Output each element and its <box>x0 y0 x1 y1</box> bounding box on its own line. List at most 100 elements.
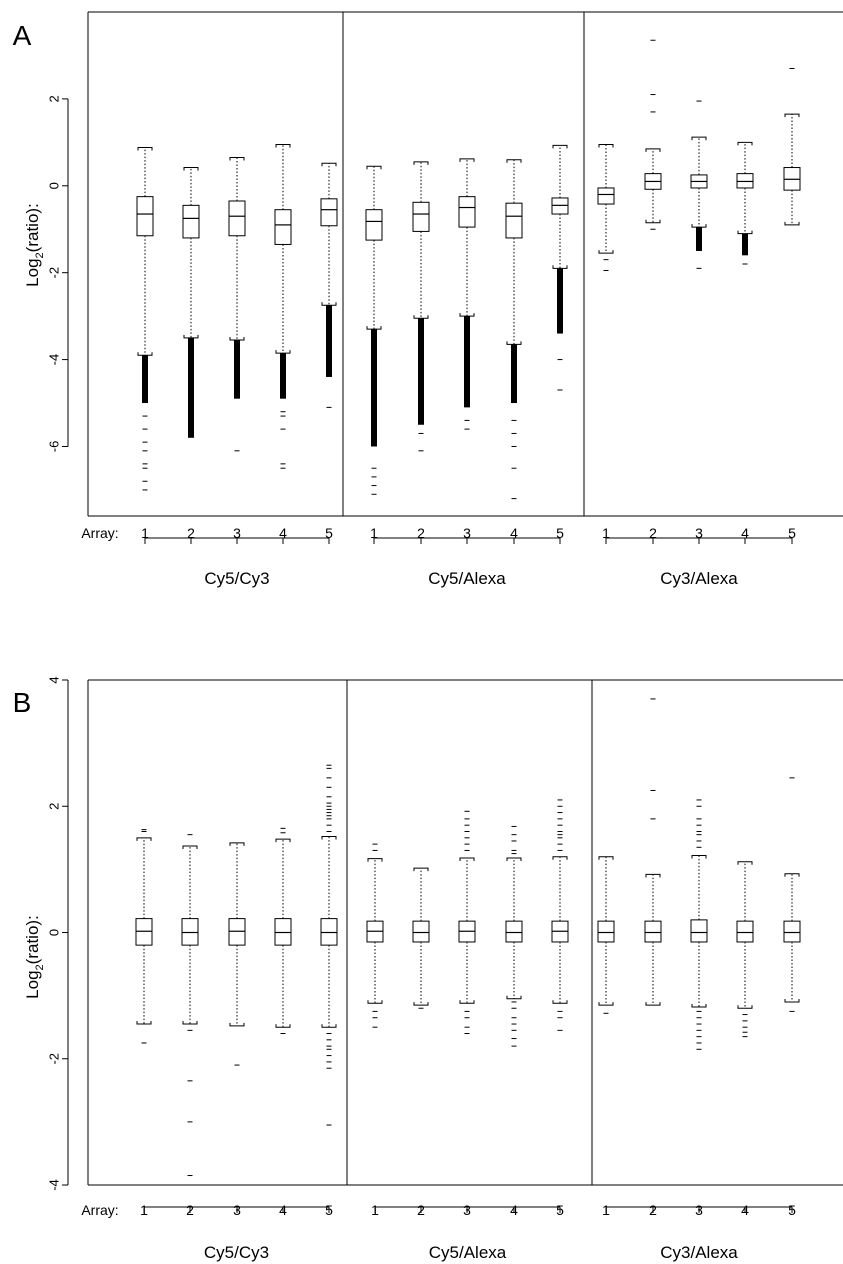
whisker-cap-upper <box>229 842 245 846</box>
whisker-cap-lower <box>598 250 614 254</box>
whisker-cap-lower <box>183 334 199 339</box>
whisker-cap-upper <box>366 165 382 170</box>
whisker-cap-lower <box>275 1024 291 1028</box>
whisker-cap-upper <box>275 838 291 843</box>
whisker-cap-lower <box>784 998 800 1003</box>
outlier-band <box>511 344 517 404</box>
box-array-4 <box>736 861 754 1038</box>
box-array-2 <box>412 161 430 452</box>
whisker-cap-lower <box>182 1021 198 1025</box>
box-iqr <box>783 920 801 943</box>
group-label: Cy5/Alexa <box>429 1243 507 1262</box>
x-tick-label: 4 <box>510 1202 518 1218</box>
box-array-4 <box>274 144 292 469</box>
group-cy3-alexa: 1 2 3 4 5 Cy3/Alexa <box>597 698 801 1262</box>
whisker-cap-lower <box>645 1002 661 1006</box>
x-tick-label: 1 <box>602 1202 610 1218</box>
whisker-cap-lower <box>321 1024 337 1028</box>
x-tick-label: 3 <box>233 525 241 541</box>
x-axis-prefix: Array: <box>81 1202 118 1218</box>
box-iqr <box>551 197 569 215</box>
box-array-4 <box>274 827 292 1034</box>
outlier-band <box>234 340 240 399</box>
group-cy5-cy3: 1 2 3 4 5 Cy5/Cy3 <box>135 764 338 1262</box>
box-iqr <box>320 198 338 227</box>
box-iqr <box>736 173 754 189</box>
whisker-cap-lower <box>598 1002 614 1006</box>
x-tick-label: 3 <box>233 1202 241 1218</box>
box-array-3 <box>458 810 476 1034</box>
whisker-cap-lower <box>737 1005 753 1009</box>
panel-letter: B <box>13 687 32 718</box>
box-iqr <box>135 918 153 946</box>
whisker-cap-upper <box>229 157 245 161</box>
outlier-band <box>371 329 377 447</box>
whisker-cap-upper <box>367 858 383 862</box>
y-tick-label: 0 <box>47 182 62 189</box>
whisker-cap-upper <box>321 836 337 840</box>
y-tick-label: -6 <box>47 441 62 453</box>
whisker-cap-upper <box>691 854 707 859</box>
x-tick-label: 3 <box>695 1202 703 1218</box>
box-iqr <box>365 209 383 241</box>
whisker-cap-lower <box>137 352 153 356</box>
box-array-1 <box>136 147 154 491</box>
x-axis-prefix: Array: <box>81 525 118 541</box>
whisker-cap-lower <box>645 219 661 224</box>
box-array-5 <box>783 777 801 1012</box>
group-cy5-alexa: 1 2 3 4 5 Cy5/Alexa <box>366 799 569 1262</box>
box-iqr <box>320 918 338 946</box>
x-tick-label: 1 <box>140 1202 148 1218</box>
whisker-cap-upper <box>737 141 753 146</box>
whisker-cap-upper <box>737 861 753 865</box>
whisker-cap-upper <box>137 147 153 151</box>
box-iqr <box>412 201 430 232</box>
panel-letter: A <box>13 20 32 51</box>
outlier-band <box>418 318 424 425</box>
whisker-cap-upper <box>506 857 522 862</box>
whisker-cap-upper <box>136 837 152 841</box>
box-iqr <box>597 187 615 205</box>
box-iqr <box>458 196 476 228</box>
box-array-3 <box>228 157 246 452</box>
box-array-1 <box>597 856 615 1014</box>
whisker-cap-lower <box>459 1000 475 1004</box>
x-tick-label: 4 <box>279 1202 287 1218</box>
box-array-5 <box>551 799 569 1031</box>
x-tick-label: 2 <box>187 525 195 541</box>
whisker-cap-upper <box>691 136 707 141</box>
box-array-5 <box>320 764 338 1126</box>
y-tick-label: -2 <box>47 267 62 279</box>
group-label: Cy3/Alexa <box>660 569 738 588</box>
x-tick-label: 5 <box>788 525 796 541</box>
group-label: Cy3/Alexa <box>660 1243 738 1262</box>
box-array-5 <box>551 144 569 391</box>
x-tick-label: 2 <box>649 1202 657 1218</box>
box-iqr <box>505 920 523 943</box>
x-tick-label: 4 <box>279 525 287 541</box>
whisker-cap-upper <box>552 144 568 149</box>
box-array-1 <box>597 144 615 272</box>
whisker-cap-lower <box>506 341 522 345</box>
whisker-cap-lower <box>691 1003 707 1008</box>
group-cy5-alexa: 1 2 3 4 5 Cy5/Alexa <box>365 144 569 588</box>
box-array-2 <box>181 834 199 1177</box>
whisker-cap-lower <box>737 230 753 235</box>
whisker-cap-lower <box>366 326 382 330</box>
whisker-cap-lower <box>229 1022 245 1027</box>
whisker-cap-upper <box>459 857 475 862</box>
whisker-cap-upper <box>598 856 614 860</box>
whisker-cap-upper <box>413 867 429 872</box>
box-array-2 <box>412 867 430 1009</box>
x-tick-label: 5 <box>325 525 333 541</box>
whisker-cap-upper <box>321 162 337 167</box>
outlier-band <box>742 233 748 256</box>
whisker-cap-upper <box>275 144 291 148</box>
box-iqr <box>505 202 523 239</box>
whisker-cap-upper <box>645 873 661 878</box>
whisker-cap-upper <box>459 158 475 162</box>
box-iqr <box>182 204 200 239</box>
box-array-1 <box>135 829 153 1044</box>
x-tick-label: 4 <box>510 525 518 541</box>
box-iqr <box>136 196 154 237</box>
